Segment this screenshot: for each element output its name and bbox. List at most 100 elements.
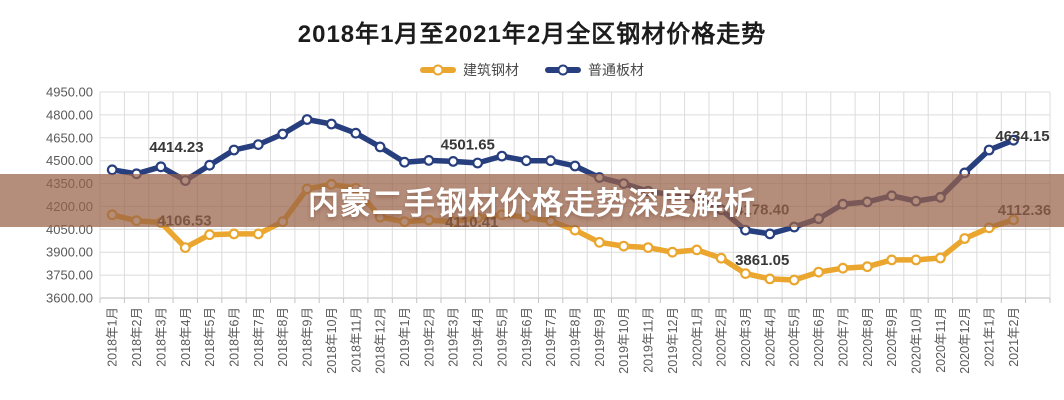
x-axis-label: 2018年11月 bbox=[349, 307, 363, 373]
x-axis-label: 2020年11月 bbox=[934, 307, 948, 373]
x-axis-label: 2019年11月 bbox=[642, 307, 656, 373]
x-axis-label: 2019年8月 bbox=[569, 307, 583, 367]
x-axis-label: 2020年7月 bbox=[836, 307, 850, 367]
data-point-ordinary-plate bbox=[1008, 134, 1019, 146]
data-point-ordinary-plate bbox=[545, 155, 556, 167]
data-point-ordinary-plate bbox=[301, 114, 313, 125]
data-point-construction-steel bbox=[618, 240, 630, 252]
data-point-construction-steel bbox=[594, 236, 605, 248]
x-axis-label: 2019年4月 bbox=[471, 307, 485, 367]
data-point-construction-steel bbox=[813, 266, 824, 278]
x-axis-label: 2018年4月 bbox=[179, 307, 193, 367]
data-point-ordinary-plate bbox=[447, 155, 459, 167]
chart-title: 2018年1月至2021年2月全区钢材价格走势 bbox=[297, 21, 767, 48]
x-axis-label: 2019年10月 bbox=[617, 307, 631, 374]
x-axis-label: 2019年2月 bbox=[422, 307, 436, 367]
data-point-construction-steel bbox=[788, 274, 800, 286]
data-point-ordinary-plate bbox=[106, 164, 118, 176]
x-axis-label: 2020年9月 bbox=[885, 307, 899, 367]
x-axis-label: 2019年12月 bbox=[666, 307, 680, 374]
x-axis-label: 2020年3月 bbox=[739, 307, 753, 367]
x-axis-label: 2018年10月 bbox=[325, 307, 339, 374]
x-axis-label: 2018年8月 bbox=[276, 307, 290, 367]
x-axis-labels: 2018年1月 2018年2月 2018年3月 2018年4月 2018年5月 2018年… bbox=[106, 307, 1021, 374]
data-point-construction-steel bbox=[837, 262, 849, 274]
y-axis-label: 4500.00 bbox=[46, 153, 93, 168]
data-point-construction-steel bbox=[252, 228, 264, 240]
x-axis-label: 2021年1月 bbox=[983, 307, 997, 367]
data-point-construction-steel bbox=[691, 244, 703, 256]
data-label: 4501.65 bbox=[441, 136, 495, 153]
data-point-ordinary-plate bbox=[277, 128, 289, 140]
data-point-ordinary-plate bbox=[350, 127, 362, 139]
x-axis-label: 2020年2月 bbox=[715, 307, 729, 367]
data-point-construction-steel bbox=[569, 224, 581, 236]
watermark-text: 内蒙二手钢材价格走势深度解析 bbox=[308, 186, 756, 221]
x-axis-label: 2019年9月 bbox=[593, 307, 607, 367]
y-axis-label: 3600.00 bbox=[46, 291, 93, 306]
data-point-ordinary-plate bbox=[423, 154, 435, 166]
data-point-construction-steel bbox=[667, 246, 678, 258]
legend-label-construction-steel: 建筑钢材 bbox=[463, 62, 519, 78]
data-point-construction-steel bbox=[935, 252, 946, 264]
y-axis-label: 4950.00 bbox=[46, 85, 93, 100]
data-point-construction-steel bbox=[642, 242, 654, 254]
x-axis-label: 2018年5月 bbox=[203, 307, 217, 367]
data-point-ordinary-plate bbox=[764, 228, 776, 240]
legend-swatch-ordinary-plate bbox=[545, 64, 581, 76]
data-point-construction-steel bbox=[959, 233, 971, 244]
data-point-construction-steel bbox=[228, 228, 240, 240]
x-axis-label: 2018年3月 bbox=[154, 307, 168, 367]
data-label: 3861.05 bbox=[735, 252, 789, 269]
data-point-ordinary-plate bbox=[569, 160, 581, 172]
x-axis-label: 2019年3月 bbox=[447, 307, 461, 367]
data-point-ordinary-plate bbox=[983, 144, 995, 156]
x-axis-label: 2020年1月 bbox=[690, 307, 704, 367]
data-point-ordinary-plate bbox=[520, 155, 532, 167]
data-point-construction-steel bbox=[740, 268, 751, 280]
x-axis-label: 2019年5月 bbox=[495, 307, 509, 367]
data-point-ordinary-plate bbox=[374, 141, 386, 153]
x-axis-label: 2018年12月 bbox=[374, 307, 388, 374]
x-axis-label: 2018年1月 bbox=[106, 307, 120, 367]
x-axis-label: 2019年6月 bbox=[520, 307, 534, 367]
data-point-construction-steel bbox=[861, 261, 873, 273]
data-point-ordinary-plate bbox=[496, 150, 508, 162]
data-point-ordinary-plate bbox=[399, 156, 410, 168]
x-axis-label: 2021年2月 bbox=[1007, 307, 1021, 367]
x-axis-label: 2020年10月 bbox=[910, 307, 924, 374]
data-point-construction-steel bbox=[764, 273, 776, 285]
data-point-ordinary-plate bbox=[204, 159, 216, 171]
x-axis-label: 2020年5月 bbox=[788, 307, 802, 367]
data-point-ordinary-plate bbox=[326, 118, 337, 130]
x-axis-label: 2018年2月 bbox=[130, 307, 144, 367]
x-axis-label: 2020年8月 bbox=[861, 307, 875, 367]
data-point-construction-steel bbox=[886, 254, 898, 266]
data-point-ordinary-plate bbox=[472, 157, 484, 169]
chart-legend: 建筑钢材 普通板材 bbox=[0, 60, 1064, 80]
x-axis-label: 2020年12月 bbox=[958, 307, 972, 374]
data-label: 4634.15 bbox=[995, 128, 1049, 145]
watermark-banner: 内蒙二手钢材价格走势深度解析 bbox=[0, 174, 1064, 227]
y-axis-label: 4650.00 bbox=[46, 130, 93, 145]
y-axis-label: 3900.00 bbox=[46, 245, 93, 260]
data-point-ordinary-plate bbox=[740, 224, 751, 236]
x-axis-label: 2018年6月 bbox=[228, 307, 242, 367]
y-axis-label: 4800.00 bbox=[46, 107, 93, 122]
legend-item-ordinary-plate[interactable]: 普通板材 bbox=[545, 60, 644, 80]
legend-item-construction-steel[interactable]: 建筑钢材 bbox=[420, 60, 519, 80]
data-point-ordinary-plate bbox=[252, 139, 264, 151]
x-axis-label: 2018年9月 bbox=[301, 307, 315, 367]
x-axis-label: 2019年7月 bbox=[544, 307, 558, 367]
data-point-construction-steel bbox=[179, 242, 191, 254]
x-axis-label: 2019年1月 bbox=[398, 307, 412, 367]
x-axis-label: 2018年7月 bbox=[252, 307, 266, 367]
data-point-construction-steel bbox=[204, 229, 216, 241]
data-point-ordinary-plate bbox=[155, 161, 167, 173]
data-point-ordinary-plate bbox=[228, 144, 240, 156]
data-label: 4414.23 bbox=[149, 139, 203, 156]
data-point-construction-steel bbox=[910, 254, 922, 266]
x-axis-label: 2020年4月 bbox=[763, 307, 777, 367]
x-axis-label: 2020年6月 bbox=[812, 307, 826, 367]
